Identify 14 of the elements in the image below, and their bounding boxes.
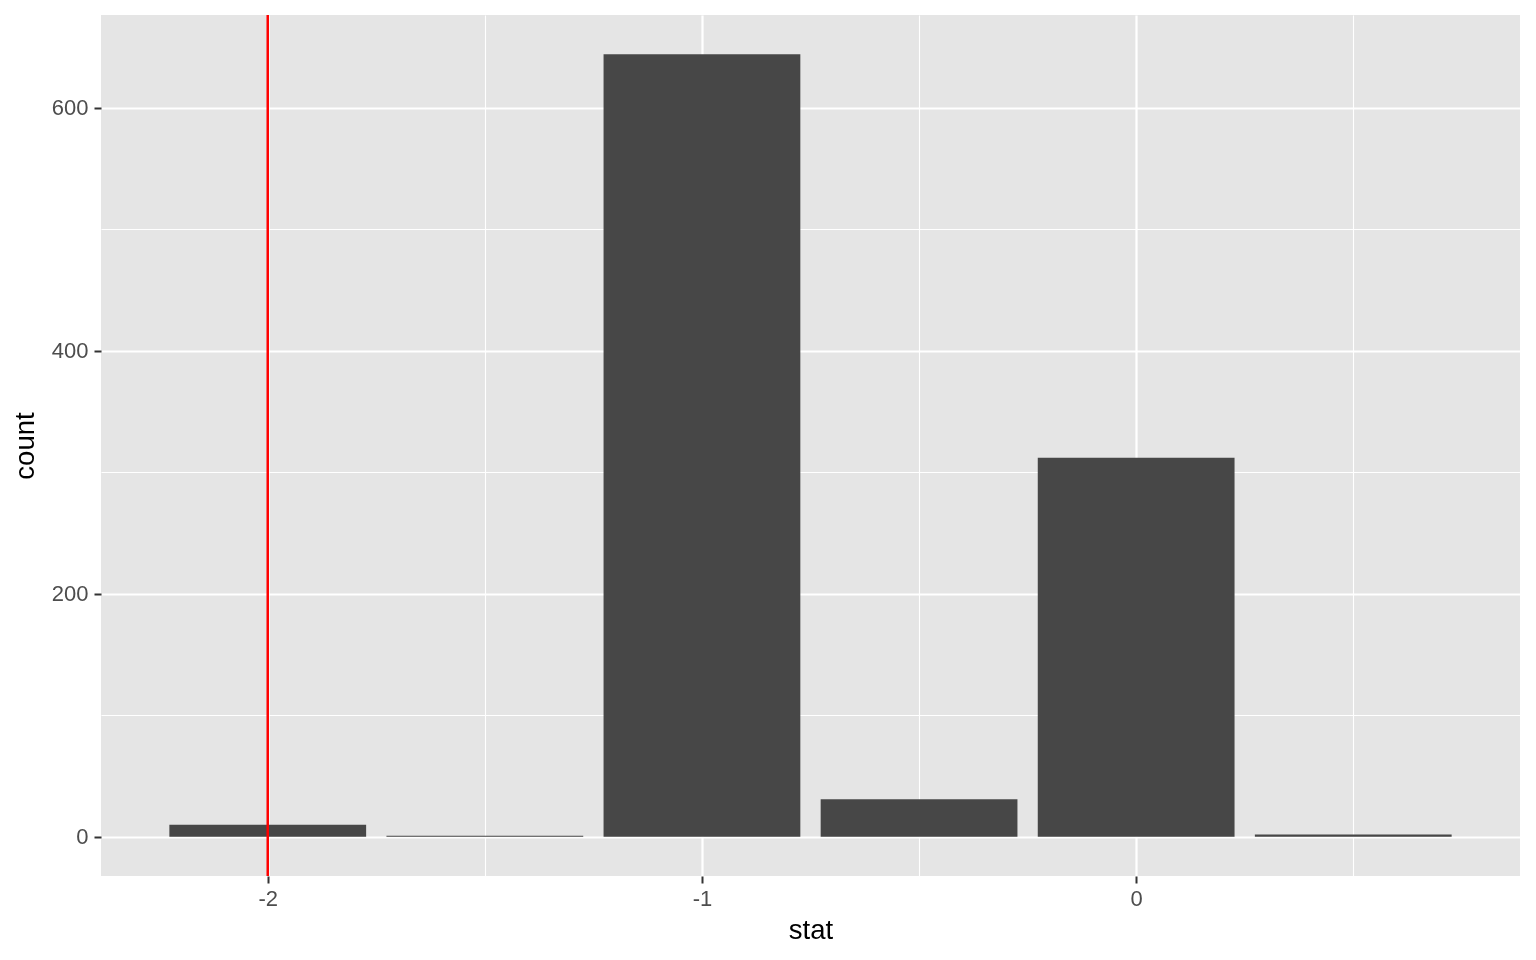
y-tick-label: 0 [76, 824, 89, 850]
y-tick-label: 400 [51, 338, 89, 364]
bar [820, 799, 1018, 837]
x-tick-label: 0 [1130, 885, 1143, 911]
y-tick-label: 600 [51, 95, 89, 121]
x-axis-title: stat [788, 913, 834, 945]
y-axis-title: count [8, 412, 40, 480]
bar [1037, 457, 1235, 837]
bar [1254, 834, 1452, 837]
bar [603, 54, 801, 837]
y-tick-label: 200 [51, 581, 89, 607]
bar [169, 824, 367, 837]
x-tick-label: -2 [258, 885, 279, 911]
x-tick-label: -1 [692, 885, 713, 911]
